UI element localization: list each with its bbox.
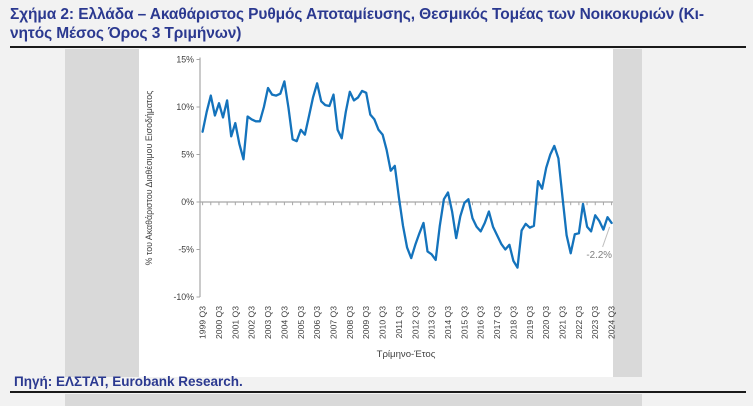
x-tick-label: 2019 Q3	[525, 306, 535, 339]
x-tick-label: 2021 Q3	[558, 306, 568, 339]
x-tick-label: 2009 Q3	[361, 306, 371, 339]
y-tick-label: 0%	[181, 197, 194, 207]
x-tick-label: 2022 Q3	[574, 306, 584, 339]
x-tick-label: 2005 Q3	[296, 306, 306, 339]
x-tick-label: 2023 Q3	[590, 306, 600, 339]
x-tick-label: 2006 Q3	[312, 306, 322, 339]
x-tick-label: 2002 Q3	[247, 306, 257, 339]
y-tick-label: -5%	[178, 245, 194, 255]
x-tick-label: 2010 Q3	[378, 306, 388, 339]
x-axis-title: Τρίμηνο-Έτος	[377, 349, 436, 360]
x-tick-label: 2017 Q3	[492, 306, 502, 339]
x-tick-label: 2001 Q3	[230, 306, 240, 339]
y-tick-label: 10%	[176, 102, 194, 112]
x-tick-label: 2012 Q3	[410, 306, 420, 339]
figure-title: Σχήμα 2: Ελλάδα – Ακαθάριστος Ρυθμός Απο…	[10, 5, 750, 43]
title-divider-rule	[10, 46, 746, 48]
x-tick-label: 2000 Q3	[214, 306, 224, 339]
x-tick-label: 2020 Q3	[541, 306, 551, 339]
right-gray-band	[613, 49, 642, 377]
left-gray-band	[65, 49, 139, 377]
x-tick-label: 2014 Q3	[443, 306, 453, 339]
bottom-divider-rule	[10, 391, 746, 393]
x-tick-label: 2013 Q3	[427, 306, 437, 339]
y-tick-label: 15%	[176, 55, 194, 65]
x-tick-label: 2004 Q3	[279, 306, 289, 339]
x-tick-label: 1999 Q3	[198, 306, 208, 339]
annotation-leader-line	[602, 226, 611, 248]
figure-title-line-2: νητός Μέσος Όρος 3 Τριμήνων)	[10, 25, 242, 42]
x-tick-label: 2018 Q3	[508, 306, 518, 339]
x-tick-label: 2008 Q3	[345, 306, 355, 339]
y-axis-title: % του Ακαθάριστου Διαθέσιμου Εισοδήματος	[144, 91, 154, 266]
last-value-annotation: -2.2%	[586, 250, 612, 261]
source-note: Πηγή: ΕΛΣΤΑΤ, Eurobank Research.	[14, 374, 243, 389]
x-tick-label: 2007 Q3	[328, 306, 338, 339]
x-tick-label: 2016 Q3	[476, 306, 486, 339]
x-tick-label: 2003 Q3	[263, 306, 273, 339]
figure-title-line-1: Σχήμα 2: Ελλάδα – Ακαθάριστος Ρυθμός Απο…	[10, 6, 704, 23]
y-tick-label: -10%	[173, 292, 194, 302]
x-tick-label: 2011 Q3	[394, 306, 404, 339]
bottom-gray-band	[65, 394, 642, 406]
saving-rate-series-line	[201, 80, 613, 269]
x-tick-label: 2024 Q3	[607, 306, 617, 339]
y-tick-label: 5%	[181, 150, 194, 160]
x-tick-label: 2015 Q3	[459, 306, 469, 339]
